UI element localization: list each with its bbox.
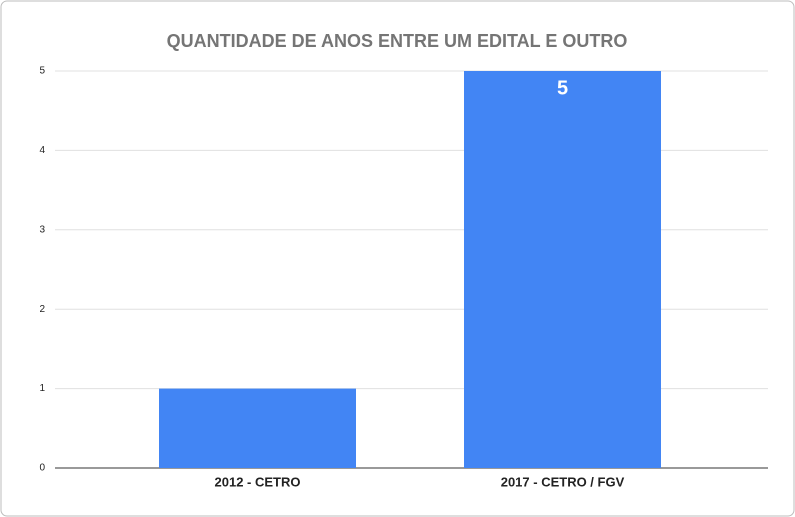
y-tick-label: 5 xyxy=(39,66,45,77)
x-tick-label: 2012 - CETRO xyxy=(215,474,301,489)
y-tick-label: 2 xyxy=(39,304,45,315)
y-tick-label: 3 xyxy=(39,224,45,235)
y-tick-label: 4 xyxy=(39,145,45,156)
y-tick-label: 1 xyxy=(39,383,45,394)
y-tick-label: 0 xyxy=(39,463,45,474)
x-tick-label: 2017 - CETRO / FGV xyxy=(501,474,625,489)
bar xyxy=(464,71,661,468)
chart-title: QUANTIDADE DE ANOS ENTRE UM EDITAL E OUT… xyxy=(167,31,628,51)
bar xyxy=(159,388,356,468)
data-label: 5 xyxy=(557,77,568,99)
